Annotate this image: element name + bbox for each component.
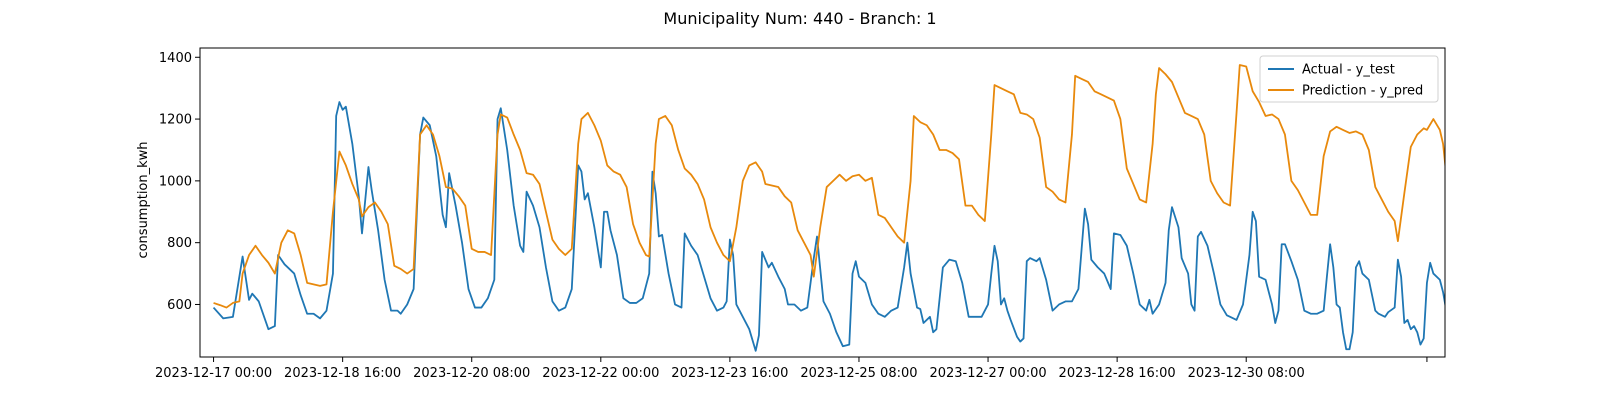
x-tick-label: 2023-12-18 16:00 — [284, 366, 401, 381]
y-axis-label: consumption_kwh — [136, 141, 151, 258]
y-tick-label: 800 — [167, 236, 192, 251]
y-tick-label: 1400 — [159, 51, 192, 66]
legend-box — [1259, 55, 1439, 103]
x-tick-label: 2023-12-17 00:00 — [155, 366, 272, 381]
legend: Actual - y_test Prediction - y_pred — [1259, 55, 1439, 103]
x-tick-label: 2023-12-28 16:00 — [1059, 366, 1176, 381]
chart-title: Municipality Num: 440 - Branch: 1 — [663, 9, 936, 28]
x-tick-label: 2023-12-27 00:00 — [929, 366, 1046, 381]
y-tick-label: 600 — [167, 298, 192, 313]
x-tick-label: 2023-12-25 08:00 — [800, 366, 917, 381]
plot-area: 600 800 1000 1200 1400 2023-12-17 00:00 2023-1… — [155, 47, 1446, 381]
series-line-prediction — [213, 64, 1445, 309]
legend-label: Prediction - y_pred — [1302, 84, 1423, 99]
y-tick-label: 1000 — [159, 174, 192, 189]
series-line-actual — [212, 101, 1445, 352]
x-tick-label: 2023-12-22 00:00 — [542, 366, 659, 381]
x-tick-label: 2023-12-23 16:00 — [671, 366, 788, 381]
x-tick-label: 2023-12-20 08:00 — [413, 366, 530, 381]
y-tick-label: 1200 — [159, 113, 192, 128]
x-tick-label: 2023-12-30 08:00 — [1188, 366, 1305, 381]
plot-frame — [199, 47, 1446, 358]
legend-label: Actual - y_test — [1302, 63, 1395, 78]
